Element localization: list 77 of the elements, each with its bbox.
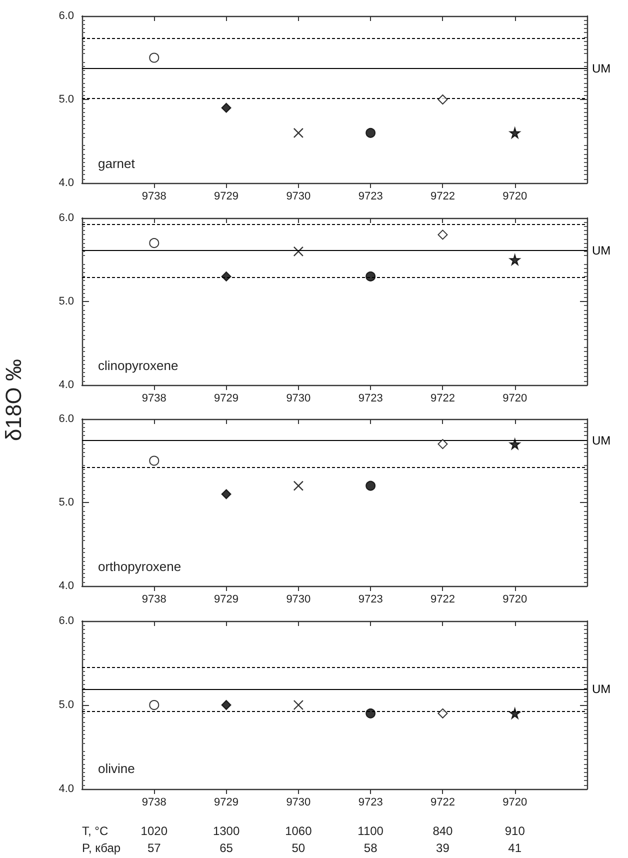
ref-line-label: UM <box>592 434 611 448</box>
y-tick-label: 6.0 <box>58 212 74 224</box>
text: 910 <box>504 824 526 838</box>
point <box>149 238 160 248</box>
x-tick-label: 9730 <box>286 796 311 808</box>
point <box>366 271 376 282</box>
point <box>149 456 160 466</box>
y-axis-title: δ18O ‰ <box>1 359 27 441</box>
x-tick-label: 9729 <box>214 392 239 404</box>
text: garnet <box>98 156 136 171</box>
x-tick-label: 9738 <box>142 392 166 404</box>
y-tick-label: 5.0 <box>58 699 74 711</box>
point <box>221 102 232 113</box>
x-tick-label: 9729 <box>214 594 239 606</box>
x-tick-label: 9730 <box>286 190 311 202</box>
x-tick-label: 9738 <box>142 594 166 606</box>
point <box>509 127 520 138</box>
text: 840 <box>432 824 454 838</box>
point <box>509 438 520 450</box>
text: orthopyroxene <box>98 559 182 574</box>
x-tick-label: 9720 <box>502 392 528 404</box>
y-tick-label: 6.0 <box>58 10 74 22</box>
text: 1100 <box>358 824 384 838</box>
y-tick-label: 6.0 <box>58 615 74 627</box>
point <box>438 94 448 104</box>
y-tick-label: 5.0 <box>58 94 74 106</box>
text: 57 <box>147 841 162 855</box>
text: clinopyroxene <box>98 358 178 373</box>
y-tick-label: 5.0 <box>58 296 74 308</box>
x-tick-label: 9722 <box>430 594 455 606</box>
text: 1060 <box>285 824 312 838</box>
point <box>149 52 160 63</box>
ref-line-label: UM <box>592 244 611 258</box>
point <box>293 480 304 491</box>
text: 50 <box>292 841 306 855</box>
x-tick-label: 9738 <box>142 796 166 808</box>
text: 65 <box>220 841 234 855</box>
y-tick-label: 6.0 <box>58 413 74 425</box>
y-tick-label: 4.0 <box>58 783 74 795</box>
text: T, °C <box>82 824 108 838</box>
ref-line-label: UM <box>592 682 611 696</box>
y-tick-label: 4.0 <box>58 379 74 391</box>
ref-line-label: UM <box>592 62 611 76</box>
x-tick-label: 9722 <box>430 392 455 404</box>
y-tick-label: 4.0 <box>58 177 74 189</box>
point <box>366 128 376 138</box>
text: olivine <box>98 761 135 776</box>
y-tick-label: 5.0 <box>58 496 74 508</box>
point <box>221 271 232 282</box>
text: 1020 <box>140 824 168 838</box>
text: P, кбар <box>82 841 121 855</box>
point <box>438 230 448 240</box>
x-tick-label: 9723 <box>358 190 383 202</box>
text: 41 <box>508 841 522 855</box>
x-tick-label: 9738 <box>142 190 166 202</box>
text: 1300 <box>212 824 240 838</box>
point <box>293 246 304 256</box>
point <box>366 480 376 491</box>
x-tick-label: 9723 <box>358 392 383 404</box>
x-tick-label: 9730 <box>286 594 311 606</box>
x-tick-label: 9730 <box>286 392 311 404</box>
point <box>221 489 232 500</box>
x-tick-label: 9722 <box>430 796 455 808</box>
x-tick-label: 9723 <box>358 796 383 808</box>
x-tick-label: 9722 <box>430 190 455 202</box>
point <box>438 439 448 450</box>
point <box>509 254 520 266</box>
x-tick-label: 9729 <box>214 796 239 808</box>
text: 58 <box>364 841 378 855</box>
point <box>293 128 304 138</box>
x-tick-label: 9720 <box>502 594 528 606</box>
x-tick-label: 9720 <box>502 190 528 202</box>
x-tick-label: 9729 <box>214 190 239 202</box>
x-tick-label: 9720 <box>502 796 528 808</box>
y-tick-label: 4.0 <box>58 580 74 592</box>
text: 39 <box>436 841 450 855</box>
x-tick-label: 9723 <box>358 594 383 606</box>
